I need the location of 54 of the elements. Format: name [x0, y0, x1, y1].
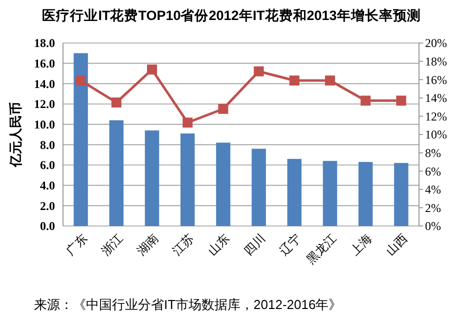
y-tick-label: 12.0	[34, 97, 55, 112]
y2-tick-label: 20%	[425, 36, 447, 50]
y2-tick-label: 12%	[425, 109, 447, 124]
x-tick-label: 浙江	[98, 231, 126, 258]
y-tick-label: 8.0	[40, 138, 55, 152]
point	[360, 96, 371, 106]
x-tick-label: 辽宁	[276, 231, 304, 258]
y-tick-label: 6.0	[40, 158, 55, 172]
x-tick-label: 山西	[383, 231, 410, 258]
y2-tick-label: 8%	[425, 146, 441, 160]
y-tick-label: 14.0	[34, 76, 55, 91]
y2-tick-label: 4%	[425, 182, 441, 197]
y2-tick-label: 18%	[425, 54, 447, 68]
bar	[287, 158, 302, 226]
x-tick-label: 湖南	[134, 231, 162, 258]
chart-title: 医疗行业IT花费TOP10省份2012年IT花费和2013年增长率预测	[42, 7, 421, 23]
bar	[109, 120, 124, 226]
point	[76, 76, 86, 86]
bar	[180, 133, 195, 226]
bar	[144, 130, 160, 226]
y-tick-label: 10.0	[34, 118, 55, 132]
point	[182, 118, 193, 128]
y-tick-label: 2.0	[40, 198, 55, 213]
y-tick-label: 18.0	[34, 36, 55, 50]
y-tick-label: 0.0	[40, 219, 55, 234]
x-tick-label: 广东	[63, 231, 90, 258]
point	[325, 76, 335, 86]
x-tick-label: 江苏	[170, 231, 197, 258]
x-tick-label: 山东	[205, 231, 232, 258]
y2-tick-label: 0%	[425, 219, 441, 234]
y2-tick-label: 6%	[425, 164, 441, 178]
y-tick-label: 4.0	[40, 178, 55, 193]
y2-tick-label: 14%	[425, 91, 447, 106]
bar	[322, 160, 338, 226]
y2-tick-label: 16%	[425, 72, 447, 87]
point	[289, 76, 300, 86]
bar	[216, 142, 230, 226]
point	[254, 66, 264, 76]
bar	[74, 53, 88, 226]
point	[147, 64, 157, 75]
bar	[358, 162, 373, 226]
bar	[252, 148, 266, 226]
y-axis-title: 亿元人民币	[8, 102, 23, 168]
y-tick-label: 16.0	[34, 56, 55, 71]
x-tick-label: 黑龙江	[304, 231, 340, 267]
x-tick-label: 上海	[348, 231, 375, 258]
x-tick-label: 四川	[241, 231, 268, 258]
bar	[394, 162, 408, 226]
point	[396, 96, 406, 106]
point	[218, 104, 228, 114]
point	[111, 97, 122, 108]
y2-tick-label: 2%	[425, 200, 441, 215]
source-note: 来源：《中国行业分省IT市场数据库，2012-2016年》	[34, 297, 342, 312]
y2-tick-label: 10%	[425, 128, 447, 142]
